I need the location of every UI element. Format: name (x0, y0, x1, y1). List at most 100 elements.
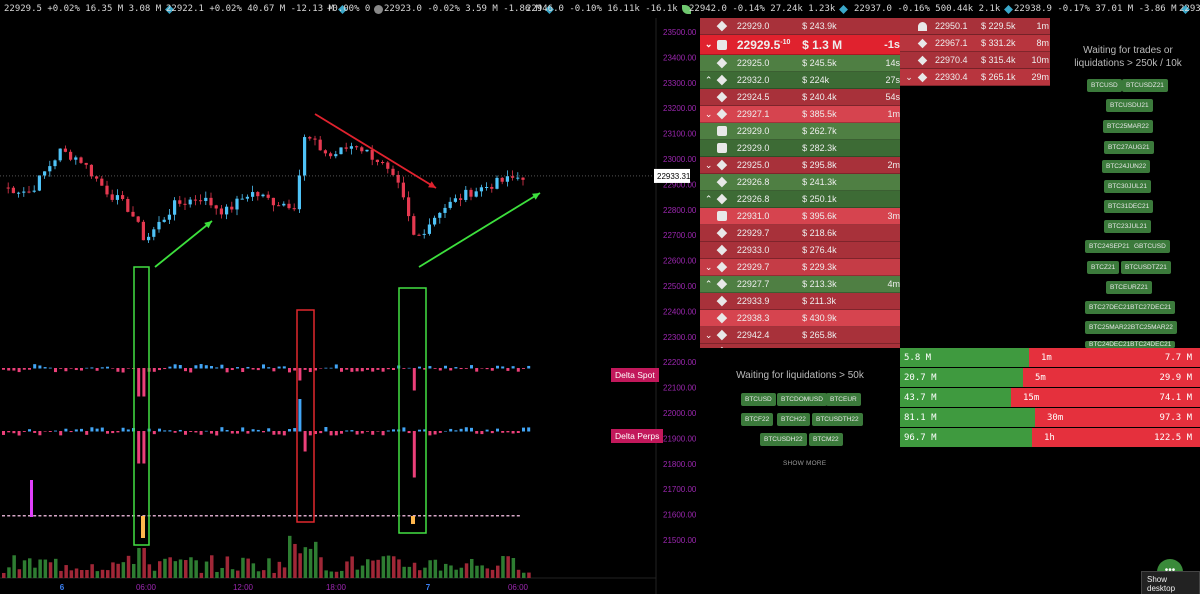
candle-body (271, 197, 275, 206)
delta-bar (277, 366, 281, 369)
exchange-chip[interactable]: BTCUSDTH22 (812, 413, 863, 426)
candle-body (334, 154, 338, 157)
exchange-chip[interactable]: BTCH22 (777, 413, 810, 426)
ticker-item[interactable]: 22937.0 -0.16% 500.44k 2.1k (854, 4, 1014, 14)
liquidation-marker (95, 515, 99, 517)
delta-bar (189, 368, 193, 373)
volume-bar (433, 559, 438, 578)
liquidation-marker (407, 515, 411, 517)
exchange-chip[interactable]: BTCUSDU21 (1106, 99, 1153, 112)
exchange-chip[interactable]: BTCEUR (826, 393, 861, 406)
exchange-chip[interactable]: BTC24DEC21BTC24DEC21 (1085, 341, 1176, 348)
exchange-chip[interactable]: BTC27AUG21 (1104, 141, 1154, 154)
liquidation-marker (438, 515, 442, 517)
exchange-chip[interactable]: BTCUSDTZ21 (1121, 261, 1171, 274)
exchange-chip[interactable]: BTCZ21 (1087, 261, 1120, 274)
trade-price: 22942.4 (736, 330, 770, 340)
delta-bar (454, 430, 458, 432)
delta-bar (241, 427, 245, 432)
sell-volume: 122.5 M (1154, 433, 1192, 443)
candle-body (448, 201, 452, 208)
buy-volume: 81.1 M (904, 413, 937, 423)
binance-icon (716, 346, 728, 348)
candle-body (245, 196, 249, 199)
chart-canvas[interactable]: 23500.00 23400.00 23300.00 23200.00 23100.00… (0, 18, 700, 594)
delta-bar (256, 429, 260, 432)
volume-timeframe: 15m (1023, 393, 1040, 403)
delta-bar (137, 368, 141, 397)
candle-body (412, 216, 416, 235)
current-price-tag (654, 168, 690, 183)
liquidation-marker (100, 515, 104, 517)
delta-bar (412, 368, 416, 391)
trade-row: ⌄ 22942.4 $ 265.8k (700, 327, 900, 344)
liquidations-table: 22950.1 $ 229.5k 1m 22967.1 $ 331.2k 8m 22970.… (900, 18, 1050, 86)
volume-bar (194, 560, 198, 578)
ticker-item[interactable]: 22942.0 -0.14% 27.24k 1.23k (689, 4, 849, 14)
ticker-item[interactable]: 22923.0 -0.02% 3.59 M -1.86 M (384, 4, 555, 14)
volume-bar (340, 570, 344, 578)
exchange-chip[interactable]: BTC25MAR22BTC25MAR22 (1085, 321, 1177, 334)
delta-bar (506, 431, 510, 433)
delta-bar (2, 431, 5, 435)
exchange-chip[interactable]: BTCM22 (809, 433, 843, 446)
delta-bar (376, 431, 380, 432)
ticker-item[interactable]: 22930.1 -0.17% 6 (1179, 4, 1200, 14)
ticker-item[interactable]: +0.00% 0 (327, 4, 384, 14)
volume-bar (459, 567, 464, 578)
trade-row: ⌄ 22927.1 $ 385.5k 1m (700, 106, 900, 123)
volume-bar (506, 556, 510, 578)
exchange-chip[interactable]: BTC24JUN22 (1102, 160, 1151, 173)
delta-bar (220, 427, 224, 432)
trend-arrow-up-head (532, 193, 540, 200)
ticker-item[interactable]: 22922.1 +0.02% 40.67 M -12.13 M (166, 4, 347, 14)
liquidation-marker (262, 515, 265, 517)
trade-row: 22925.0 $ 245.5k 14s (700, 55, 900, 72)
exchange-chip[interactable]: BTCDOMUSD (777, 393, 827, 406)
price-axis-label: 21700.00 (663, 485, 697, 494)
buy-volume-bar (900, 428, 1032, 447)
volume-bar (480, 565, 484, 578)
delta-bar (334, 431, 338, 436)
volume-bar (397, 559, 401, 578)
liquidation-marker (334, 515, 338, 517)
exchange-chip[interactable]: BTCUSDH22 (760, 433, 807, 446)
delta-bar (28, 429, 31, 432)
liquidation-marker (282, 515, 286, 517)
delta-bar (17, 368, 21, 373)
delta-bar (241, 368, 245, 372)
exchange-chip[interactable]: BTC30JUL21 (1104, 180, 1152, 193)
exchange-chip[interactable]: BTCF22 (741, 413, 774, 426)
candle-body (287, 203, 291, 209)
candle-body (214, 205, 218, 209)
trade-price: 22940.6 (737, 347, 802, 348)
binance-icon (716, 329, 728, 341)
exchange-chip[interactable]: BTC27DEC21BTC27DEC21 (1085, 301, 1176, 314)
price-chart[interactable]: 23500.00 23400.00 23300.00 23200.00 23100.00… (0, 18, 700, 594)
exchange-chip[interactable]: BTCUSDZ21 (1122, 79, 1168, 92)
exchange-chip[interactable]: BTC25MAR22 (1103, 120, 1153, 133)
delta-bar (392, 429, 395, 432)
exchange-chip[interactable]: BTC24SEP21 (1085, 240, 1134, 253)
trade-value: $ 1.3 M (802, 37, 843, 52)
delta-bar (433, 431, 437, 435)
candle-body (69, 151, 73, 160)
exchange-chip[interactable]: BTC31DEC21 (1104, 200, 1154, 213)
exchange-chip[interactable]: GBTCUSD (1130, 240, 1170, 253)
exchange-chip[interactable]: BTC23JUL21 (1104, 220, 1152, 233)
show-more-button[interactable]: SHOW MORE (783, 460, 827, 467)
price-axis-label: 22300.00 (663, 333, 697, 342)
ticker-item[interactable]: 22929.5 +0.02% 16.35 M 3.08 M (4, 4, 175, 14)
delta-bar (74, 429, 78, 432)
exchange-chip[interactable]: BTCEURZ21 (1106, 281, 1152, 294)
candle-body (417, 234, 421, 236)
liquidation-marker (225, 515, 229, 517)
exchange-chip[interactable]: BTCUSD (741, 393, 776, 406)
exchange-chip[interactable]: BTCUSD (1087, 79, 1122, 92)
candle-body (282, 203, 286, 206)
ticker-item[interactable]: 22938.9 -0.17% 37.01 M -3.86 M (1014, 4, 1190, 14)
ticker-item[interactable]: 22946.0 -0.10% 16.11k -16.1k (526, 4, 691, 14)
candle-body (141, 221, 145, 241)
delta-bar (464, 427, 468, 432)
liquidation-marker (152, 515, 156, 517)
